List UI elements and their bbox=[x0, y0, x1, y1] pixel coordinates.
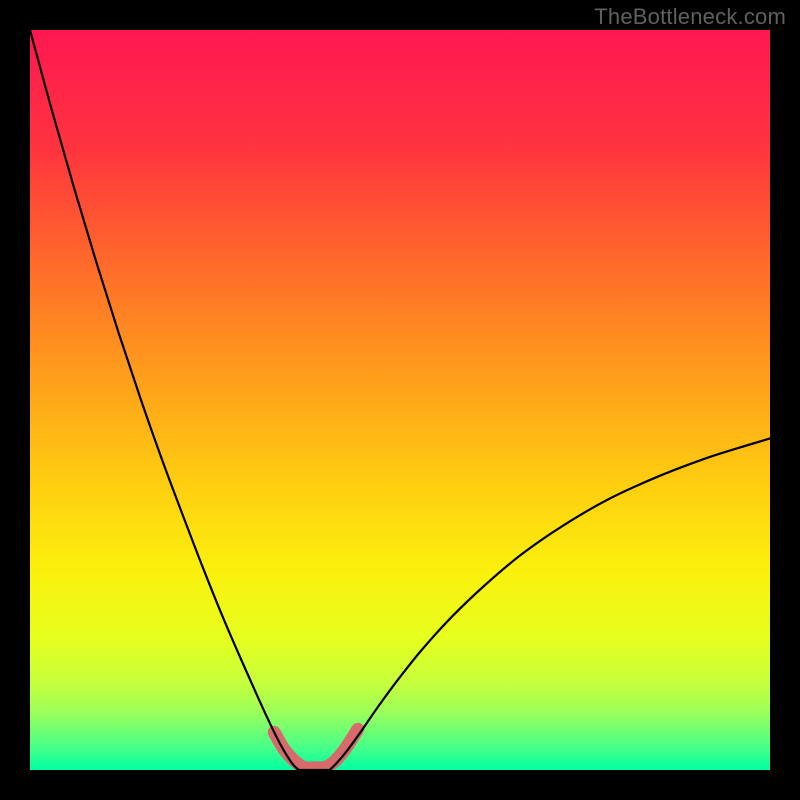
curve-layer bbox=[30, 30, 770, 770]
watermark-text: TheBottleneck.com bbox=[594, 4, 786, 30]
curve-left-branch bbox=[30, 30, 299, 770]
curve-right-branch bbox=[330, 438, 770, 770]
frame: TheBottleneck.com bbox=[0, 0, 800, 800]
plot-area bbox=[30, 30, 770, 770]
